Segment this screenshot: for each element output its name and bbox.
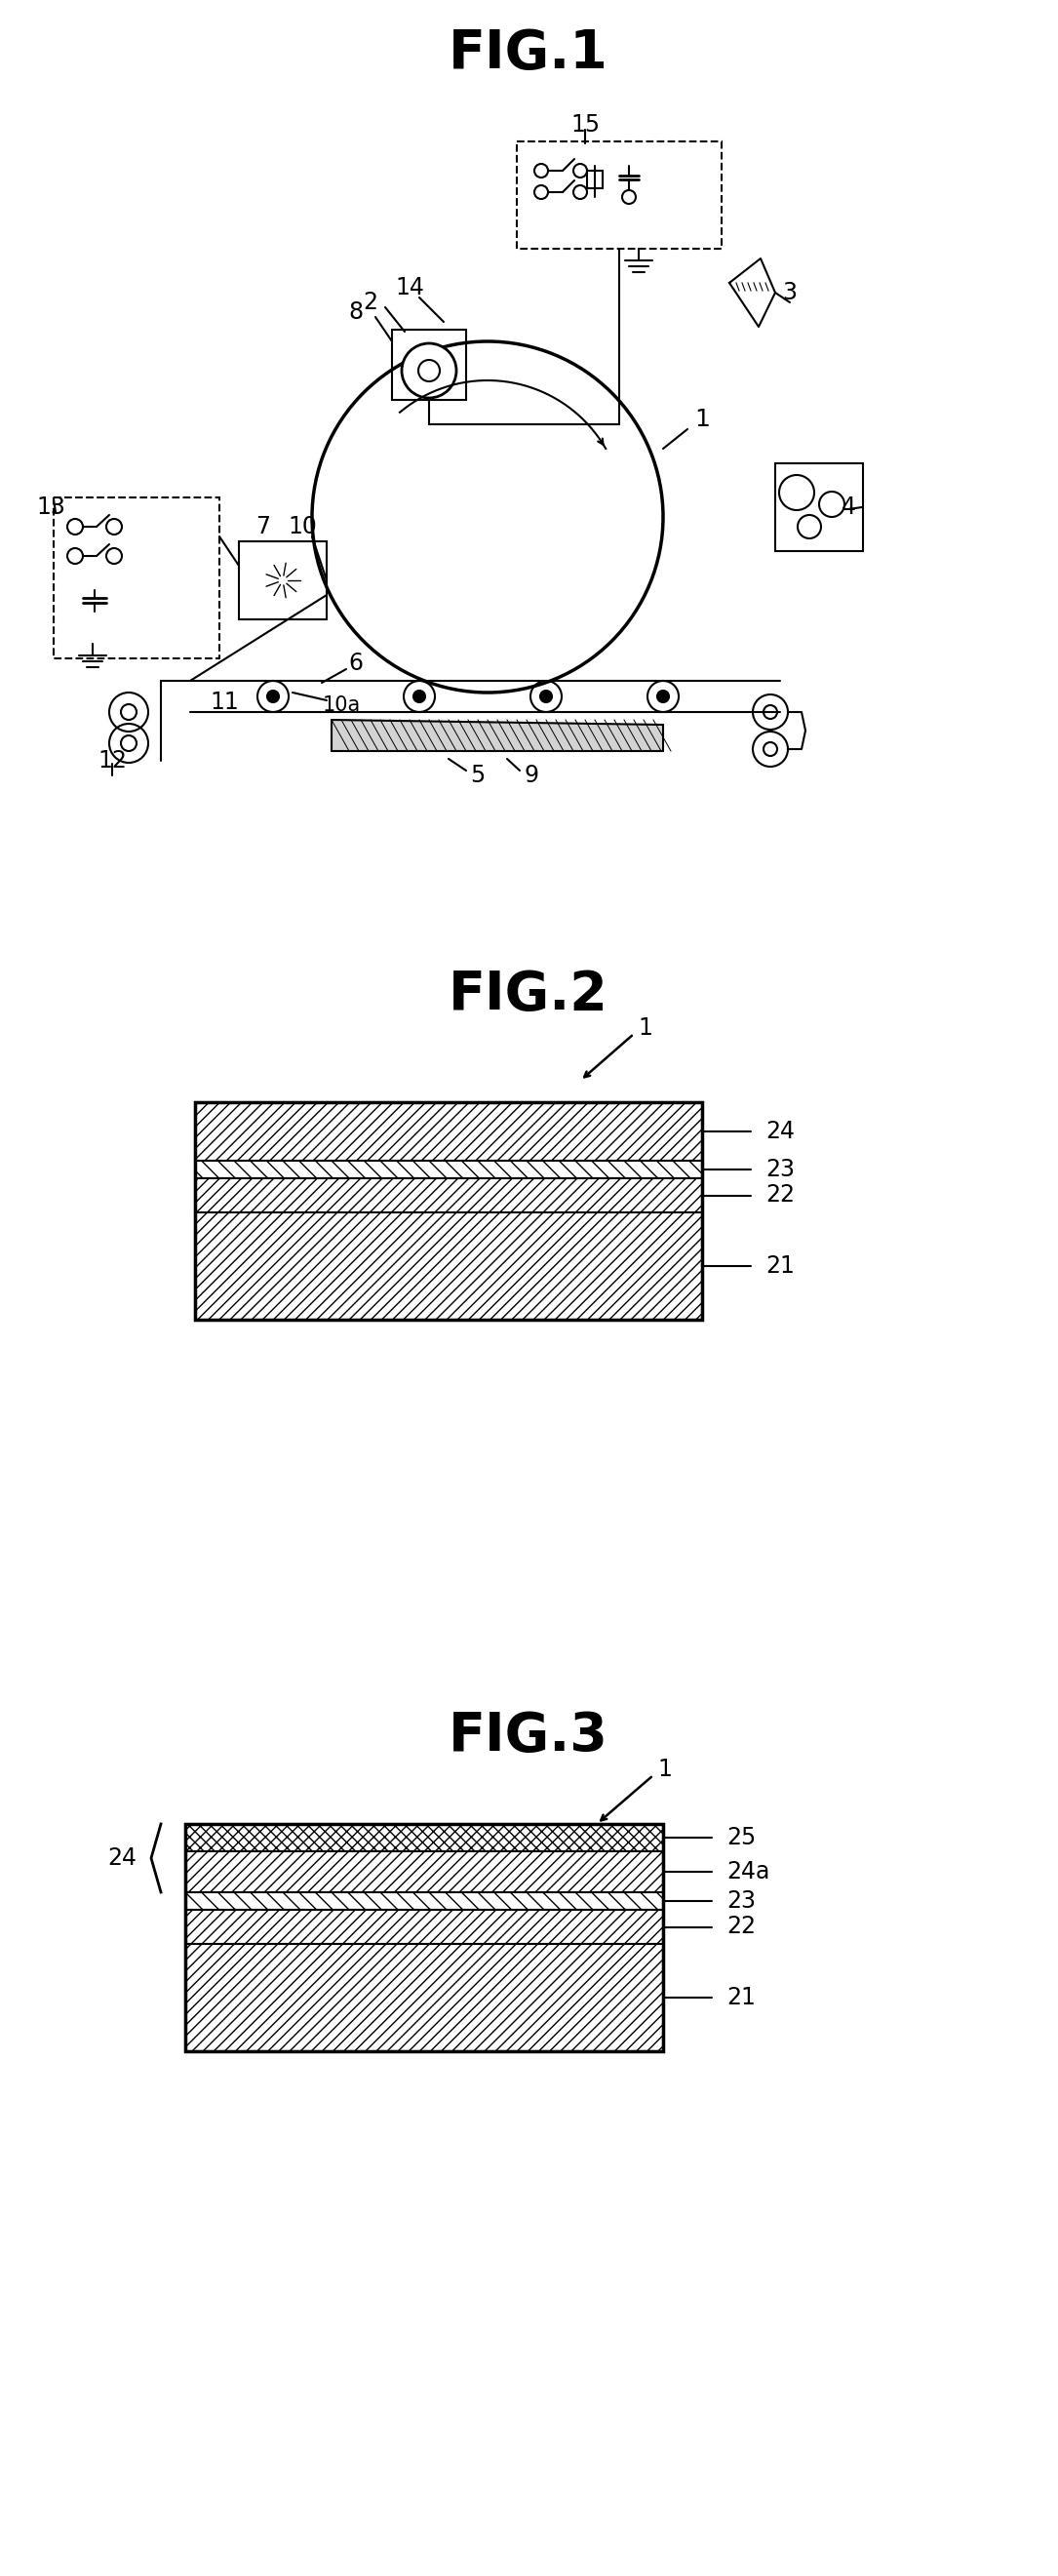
Circle shape xyxy=(541,690,552,703)
Text: 13: 13 xyxy=(36,495,66,518)
Text: 22: 22 xyxy=(766,1182,795,1208)
Text: 1: 1 xyxy=(638,1018,653,1041)
Text: 1: 1 xyxy=(658,1757,672,1780)
Text: 23: 23 xyxy=(727,1888,755,1914)
Text: FIG.1: FIG.1 xyxy=(449,28,608,80)
Bar xyxy=(185,1909,663,1945)
Text: 24a: 24a xyxy=(727,1860,770,1883)
Circle shape xyxy=(402,343,456,397)
Bar xyxy=(195,1162,703,1177)
Text: 10: 10 xyxy=(288,515,316,538)
Bar xyxy=(195,1213,703,1319)
Text: FIG.2: FIG.2 xyxy=(449,969,608,1020)
Text: 14: 14 xyxy=(395,276,424,299)
Text: 4: 4 xyxy=(841,495,856,518)
Bar xyxy=(195,1103,703,1162)
Bar xyxy=(239,541,327,618)
Text: 3: 3 xyxy=(783,281,797,304)
Text: 22: 22 xyxy=(727,1914,755,1940)
Bar xyxy=(516,142,722,250)
Text: 21: 21 xyxy=(766,1255,795,1278)
Text: 8: 8 xyxy=(348,301,363,325)
Circle shape xyxy=(268,690,279,703)
Text: 25: 25 xyxy=(727,1826,756,1850)
Text: 15: 15 xyxy=(570,113,600,137)
Circle shape xyxy=(657,690,669,703)
Bar xyxy=(776,464,863,551)
Text: 2: 2 xyxy=(363,291,378,314)
Polygon shape xyxy=(331,719,663,752)
Text: 1: 1 xyxy=(694,407,710,430)
Text: 21: 21 xyxy=(727,1986,755,2009)
Text: 23: 23 xyxy=(766,1157,795,1182)
Text: FIG.3: FIG.3 xyxy=(449,1710,608,1762)
Text: 24: 24 xyxy=(107,1847,136,1870)
Bar xyxy=(185,1945,663,2050)
Text: 10a: 10a xyxy=(322,696,361,716)
Bar xyxy=(185,1824,663,2050)
Bar xyxy=(185,1852,663,1893)
Bar xyxy=(393,330,467,399)
Text: 11: 11 xyxy=(209,690,239,714)
Bar xyxy=(587,170,603,188)
Bar xyxy=(185,1824,663,1852)
Text: 7: 7 xyxy=(256,515,271,538)
Text: 9: 9 xyxy=(524,762,539,788)
Bar xyxy=(185,1893,663,1909)
Text: 6: 6 xyxy=(348,652,363,675)
Circle shape xyxy=(414,690,425,703)
Bar xyxy=(195,1103,703,1319)
Text: 5: 5 xyxy=(471,762,486,788)
Bar xyxy=(195,1177,703,1213)
Bar xyxy=(54,497,219,659)
Text: 12: 12 xyxy=(97,750,127,773)
Text: 24: 24 xyxy=(766,1121,795,1144)
